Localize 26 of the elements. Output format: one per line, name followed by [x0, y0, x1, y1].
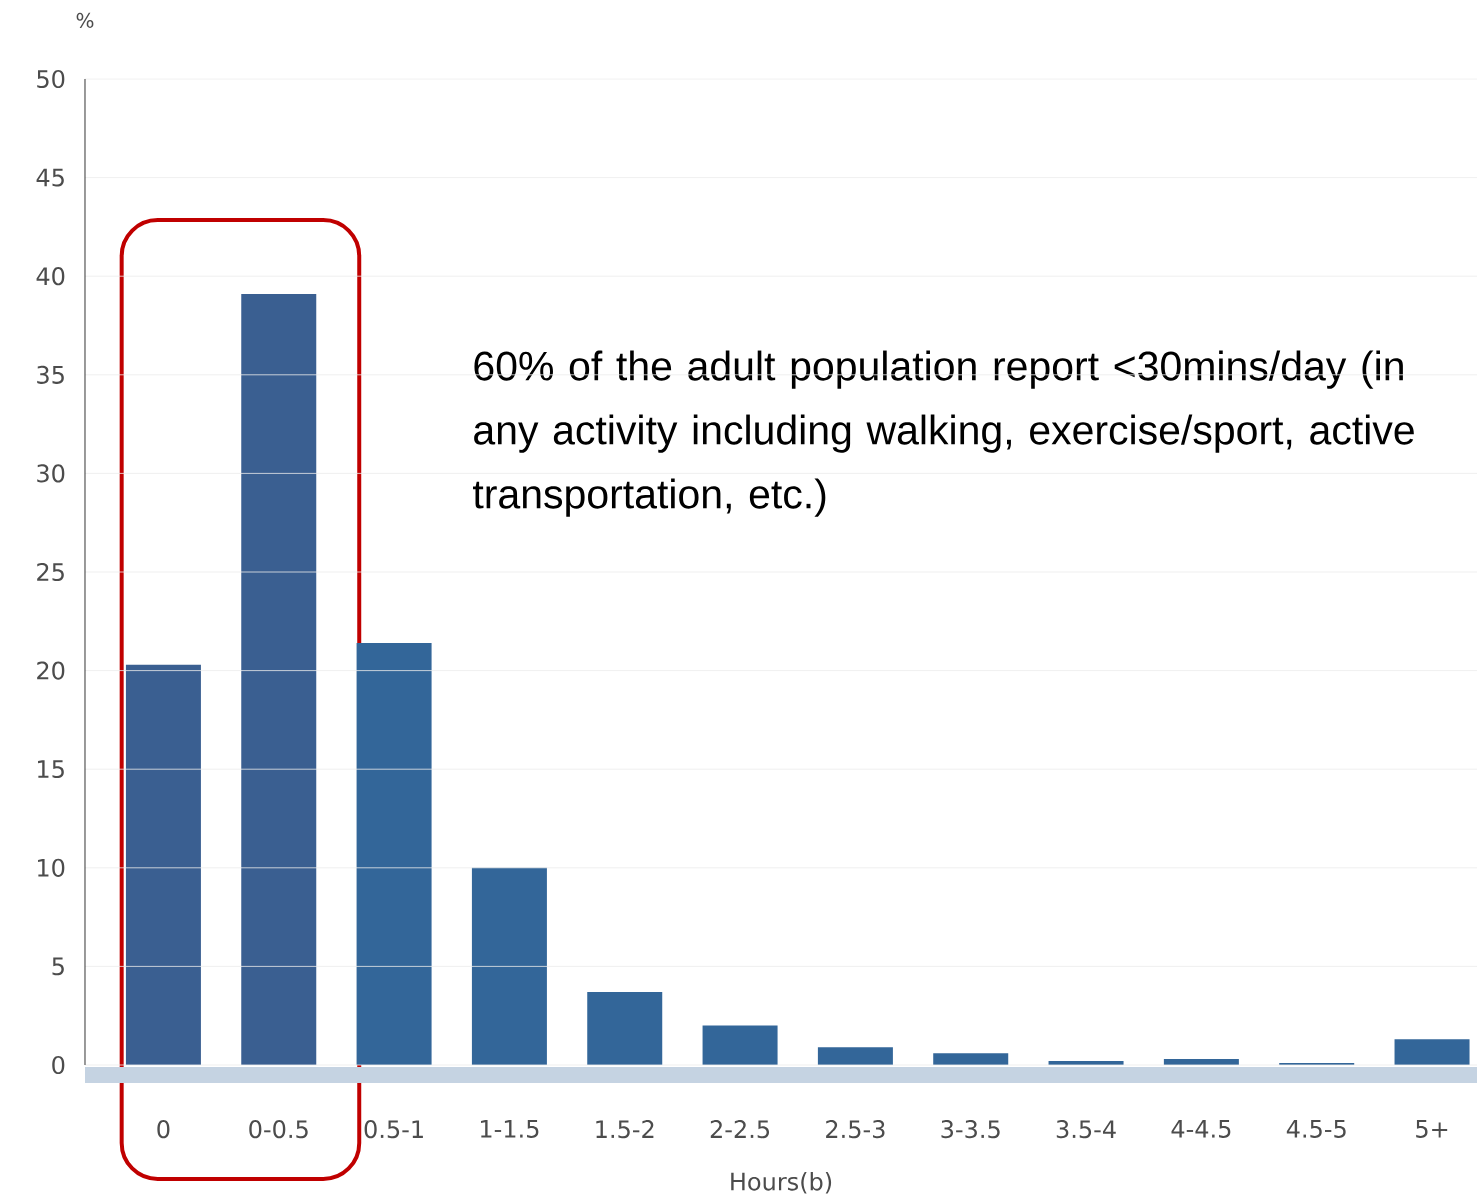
- x-tick-label: 0.5-1: [364, 1120, 423, 1139]
- x-tick-label: 4.5-5: [1286, 1120, 1346, 1138]
- y-tick-label: 20: [37, 661, 65, 680]
- x-tick-label: 1.5-2: [596, 1120, 654, 1139]
- y-tick-label: 5: [52, 957, 64, 976]
- x-tick-label: 3-3.5: [941, 1120, 1000, 1139]
- y-tick-label: 35: [37, 365, 64, 384]
- y-tick-label: 0: [52, 1055, 65, 1075]
- x-tick-label: 2-2.5: [710, 1120, 770, 1139]
- y-axis-title: %: [76, 12, 94, 28]
- y-tick-label: 40: [36, 267, 65, 286]
- y-tick-label: 30: [37, 464, 65, 483]
- y-tick-label: 45: [36, 168, 64, 187]
- x-axis-title: Hours(b): [731, 1172, 832, 1194]
- y-tick-label: 15: [38, 760, 64, 779]
- y-tick-label: 50: [37, 69, 65, 89]
- x-tick-label: 0: [157, 1120, 170, 1139]
- annotation: 60% of the adult population report <30mins/day (in any activity including walking, exercise/sport, active transportation, etc.): [473, 350, 1414, 517]
- x-tick-label: 3.5-4: [1056, 1120, 1116, 1139]
- x-tick-label: 5+: [1416, 1120, 1448, 1138]
- x-tick-label: 2.5-3: [826, 1120, 885, 1139]
- x-tick-label: 1-1.5: [481, 1120, 539, 1138]
- y-tick-label: 25: [37, 562, 64, 582]
- x-tick-label: 4-4.5: [1171, 1120, 1231, 1138]
- x-tick-label: 0-0.5: [249, 1120, 308, 1139]
- y-tick-label: 10: [38, 858, 65, 877]
